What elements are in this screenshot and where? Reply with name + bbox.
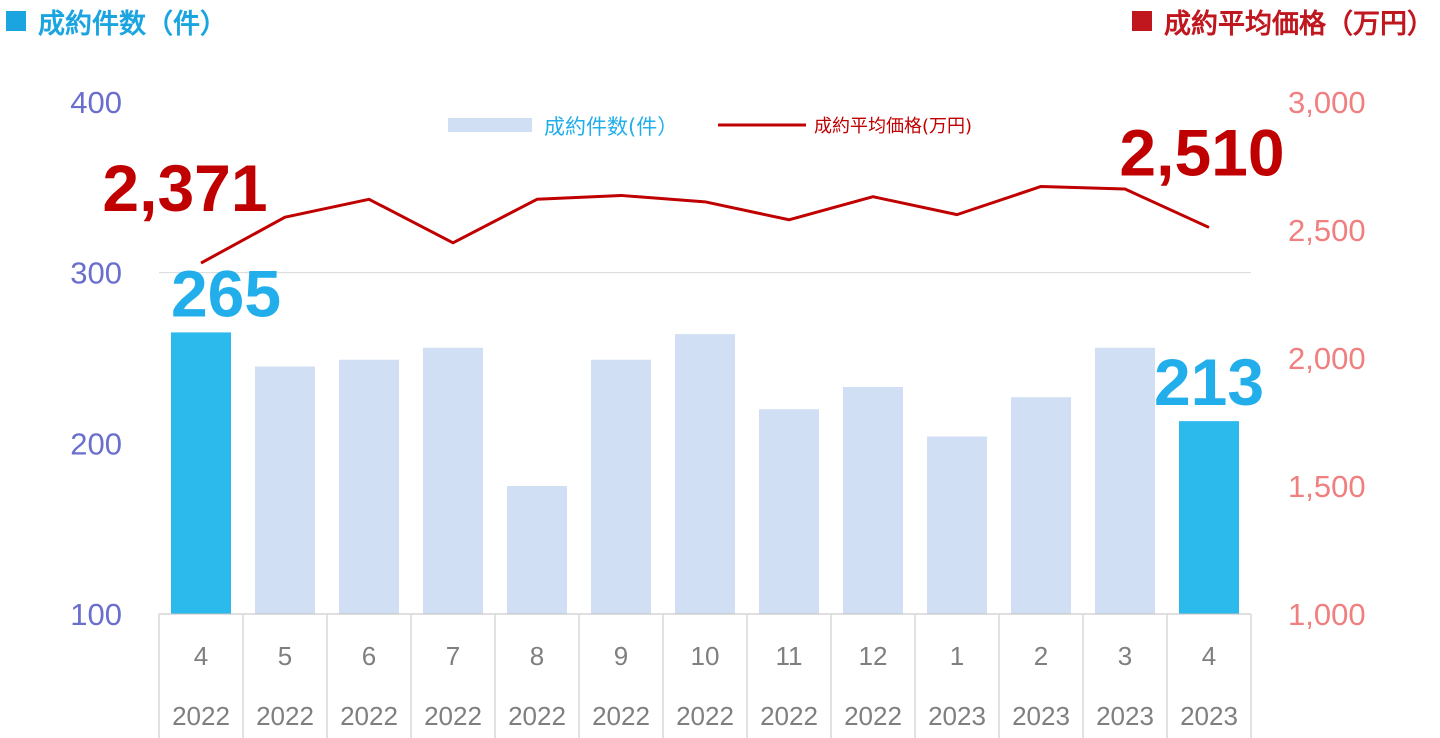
right-tick-label: 1,500 <box>1288 469 1366 504</box>
bar <box>507 486 567 614</box>
x-tick-month: 12 <box>859 641 888 671</box>
bar <box>255 366 315 614</box>
left-tick-label: 100 <box>70 597 122 632</box>
x-tick-year: 2023 <box>1180 701 1238 731</box>
x-tick-year: 2022 <box>424 701 482 731</box>
right-axis-header: 成約平均価格（万円） <box>1132 2 1434 41</box>
x-tick-month: 4 <box>194 641 208 671</box>
x-tick-month: 5 <box>278 641 292 671</box>
legend: 成約件数(件） 成約平均価格(万円) <box>448 115 972 139</box>
bar <box>591 359 651 614</box>
line-series-square-icon <box>1132 11 1152 31</box>
right-tick-label: 2,500 <box>1288 213 1366 248</box>
left-tick-label: 200 <box>70 426 122 461</box>
left-tick-label: 300 <box>70 256 122 291</box>
legend-bar-swatch <box>448 118 532 132</box>
left-axis-header-text: 成約件数（件） <box>38 9 227 40</box>
bar <box>843 387 903 614</box>
bar <box>423 347 483 614</box>
line-value-label: 2,510 <box>1119 115 1284 189</box>
left-tick-label: 400 <box>70 85 122 120</box>
x-tick-month: 4 <box>1202 641 1216 671</box>
right-y-axis: 1,000 1,500 2,000 2,500 3,000 <box>1288 85 1366 632</box>
bar <box>927 436 987 614</box>
x-tick-month: 11 <box>776 641 803 671</box>
x-tick-year: 2023 <box>1012 701 1070 731</box>
x-tick-year: 2023 <box>1096 701 1154 731</box>
legend-line-label: 成約平均価格(万円) <box>814 116 972 137</box>
x-tick-year: 2022 <box>844 701 902 731</box>
right-tick-label: 2,000 <box>1288 341 1366 376</box>
x-tick-year: 2022 <box>256 701 314 731</box>
x-tick-year: 2022 <box>508 701 566 731</box>
x-tick-month: 2 <box>1034 641 1048 671</box>
x-tick-year: 2023 <box>928 701 986 731</box>
line-series <box>200 184 1210 265</box>
right-axis-header-text: 成約平均価格（万円） <box>1164 9 1434 40</box>
bar-series-square-icon <box>6 11 26 31</box>
bar <box>1179 421 1239 614</box>
bar <box>171 332 231 614</box>
bar-value-label: 265 <box>171 256 281 330</box>
left-axis-header: 成約件数（件） <box>6 2 227 41</box>
x-tick-month: 7 <box>446 641 460 671</box>
x-tick-year: 2022 <box>592 701 650 731</box>
x-tick-year: 2022 <box>172 701 230 731</box>
legend-bar-label: 成約件数(件） <box>544 115 678 139</box>
price-line <box>200 184 1210 265</box>
x-axis: 4 2022 5 2022 6 2022 7 2022 8 2022 9 2022 10 2022 11 20… <box>158 613 1252 738</box>
bar <box>675 334 735 614</box>
bar <box>1011 397 1071 614</box>
x-tick-month: 8 <box>530 641 544 671</box>
bar <box>339 359 399 614</box>
right-tick-label: 1,000 <box>1288 597 1366 632</box>
x-tick-month: 1 <box>950 641 964 671</box>
x-tick-month: 6 <box>362 641 376 671</box>
x-tick-year: 2022 <box>760 701 818 731</box>
x-tick-year: 2022 <box>340 701 398 731</box>
line-value-label: 2,371 <box>102 151 267 225</box>
x-tick-month: 10 <box>691 641 720 671</box>
bar-value-label: 213 <box>1154 345 1264 419</box>
bar <box>759 409 819 614</box>
right-tick-label: 3,000 <box>1288 85 1366 120</box>
bar <box>1095 347 1155 614</box>
left-y-axis: 100 200 300 400 <box>70 85 122 632</box>
x-tick-month: 9 <box>614 641 628 671</box>
x-tick-month: 3 <box>1118 641 1132 671</box>
x-tick-year: 2022 <box>676 701 734 731</box>
annotations: 265 213 2,371 2,510 <box>102 115 1284 419</box>
bar-series <box>171 332 1239 614</box>
